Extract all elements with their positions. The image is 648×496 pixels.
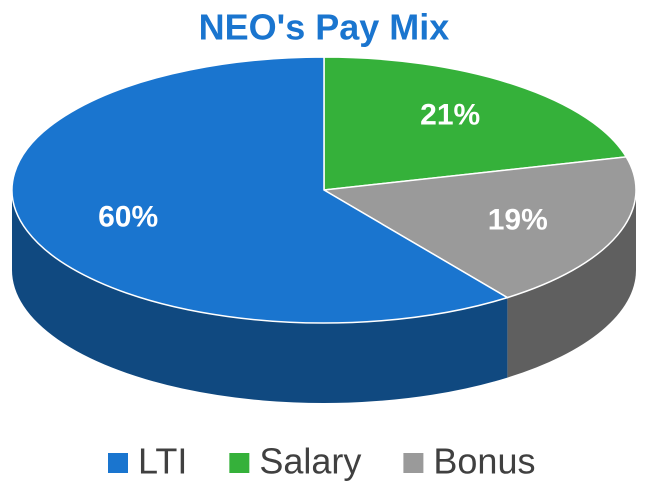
- data-label: 21%: [420, 98, 480, 131]
- data-label: 19%: [488, 203, 548, 236]
- legend-label: LTI: [138, 441, 187, 482]
- legend-swatch: [403, 453, 424, 473]
- legend-label: Salary: [259, 441, 361, 482]
- legend-swatch: [229, 453, 250, 473]
- legend: LTI Salary Bonus: [108, 441, 535, 482]
- legend-swatch: [108, 453, 128, 473]
- slice-side: [507, 190, 636, 378]
- slice: [321, 156, 637, 299]
- data-label: 60%: [98, 201, 158, 234]
- slice: [11, 56, 510, 324]
- pie: 21% 19% 60%: [11, 56, 637, 403]
- slice: [323, 56, 628, 191]
- chart-title: NEO's Pay Mix: [199, 7, 450, 48]
- slice-side: [12, 190, 508, 403]
- legend-label: Bonus: [433, 441, 535, 482]
